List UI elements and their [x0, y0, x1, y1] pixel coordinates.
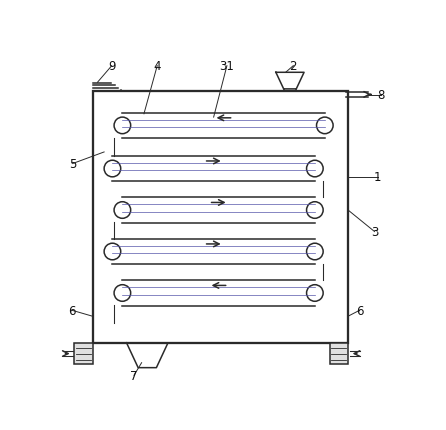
Text: 31: 31 [219, 60, 234, 73]
Text: 7: 7 [130, 369, 138, 382]
Text: 4: 4 [153, 60, 161, 73]
Text: 2: 2 [289, 60, 297, 73]
Text: 1: 1 [374, 171, 382, 184]
Text: 8: 8 [378, 89, 385, 102]
Text: 5: 5 [69, 158, 76, 171]
Bar [330, 343, 348, 365]
Text: 3: 3 [371, 226, 378, 239]
Text: 9: 9 [108, 60, 116, 73]
Text: 6: 6 [68, 304, 76, 317]
Text: 6: 6 [356, 304, 363, 317]
Bar [74, 343, 92, 365]
Bar [92, 91, 348, 343]
